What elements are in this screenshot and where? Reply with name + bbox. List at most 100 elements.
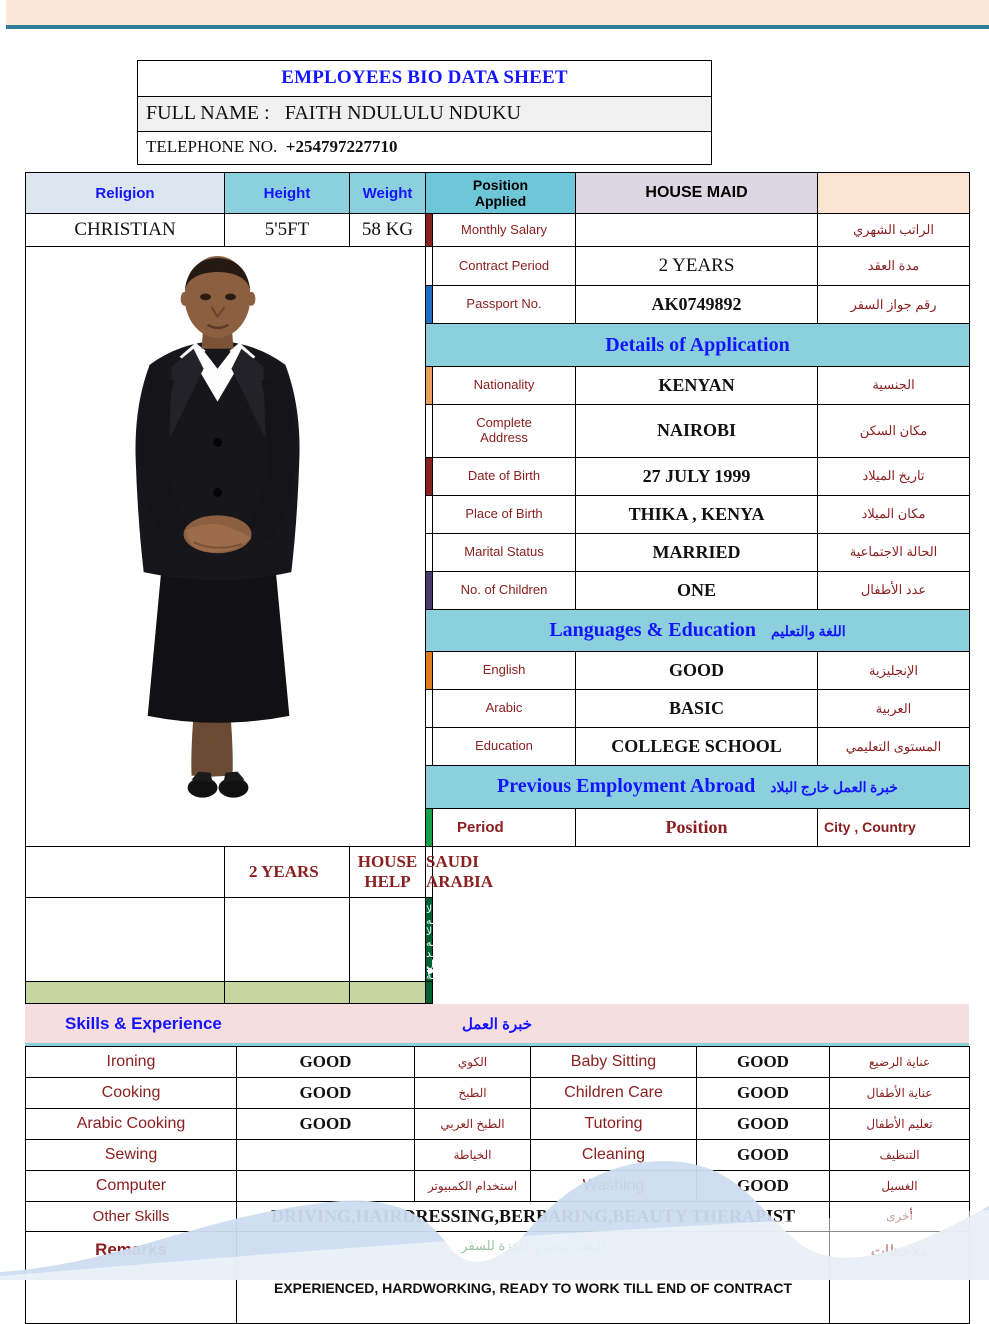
languages-section-title: Languages & Education اللغة والتعليم xyxy=(424,608,971,653)
children-arabic: عدد الأطفال xyxy=(817,570,971,610)
flag-sword-icon xyxy=(427,966,437,975)
skill-left-label-1: Cooking xyxy=(25,1076,237,1109)
bio-data-table: Religion Height Weight Position Applied H… xyxy=(25,171,971,1004)
skill-left-label-3: Sewing xyxy=(25,1138,237,1171)
skill-left-arabic-4: استخدام الكمبيوتر xyxy=(414,1169,531,1202)
skill-right-value-2: GOOD xyxy=(696,1107,830,1140)
monthly-salary-value xyxy=(575,213,819,248)
monthly-salary-label: Monthly Salary xyxy=(431,213,577,248)
weight-header: Weight xyxy=(349,171,426,215)
employment-city-country-1: SAUDI ARABIA xyxy=(425,845,493,898)
skill-right-arabic-1: عناية الأطفال xyxy=(829,1076,970,1109)
skill-left-value-4 xyxy=(236,1169,415,1202)
top-decorative-band xyxy=(6,0,989,29)
telephone-value: +254797227710 xyxy=(285,137,398,156)
employment-city-country-header: City , Country xyxy=(817,807,971,847)
wave-shape-2 xyxy=(0,1210,989,1280)
nationality-label: Nationality xyxy=(431,365,577,405)
employment-row-3-marker xyxy=(25,980,225,1004)
contract-period-row: Contract Period 2 YEARS مدة العقد xyxy=(25,246,971,847)
contract-period-value: 2 YEARS xyxy=(575,246,819,287)
skill-left-value-1: GOOD xyxy=(236,1076,415,1109)
applicant-photo-illustration xyxy=(26,247,425,841)
religion-values-row: CHRISTIAN 5'5FT 58 KG Monthly Salary الر… xyxy=(25,213,971,248)
nationality-arabic: الجنسية xyxy=(817,365,971,405)
employment-row-1-marker xyxy=(25,845,225,898)
top-header-row: Religion Height Weight Position Applied H… xyxy=(25,171,971,215)
position-applied-value: HOUSE MAID xyxy=(575,171,819,215)
marital-status-arabic: الحالة الاجتماعية xyxy=(817,532,971,572)
skills-section-title-ar: خبرة العمل xyxy=(461,1015,533,1033)
height-value: 5'5FT xyxy=(224,213,350,248)
languages-section-row: Languages & Education اللغة والتعليم xyxy=(26,608,971,653)
skill-right-label-2: Tutoring xyxy=(530,1107,697,1140)
employment-row-2-marker xyxy=(25,896,225,982)
height-header: Height xyxy=(224,171,350,215)
skills-section-title-en: Skills & Experience xyxy=(65,1013,222,1033)
position-applied-arabic-cell xyxy=(817,171,971,215)
skills-section-header: Skills & Experience خبرة العمل xyxy=(25,1003,969,1046)
employment-period-3 xyxy=(224,980,350,1004)
position-applied-header: Position Applied xyxy=(424,171,577,215)
passport-label: Passport No. xyxy=(431,285,577,325)
education-row: Education COLLEGE SCHOOL المستوى التعليم… xyxy=(26,727,971,767)
dob-arabic: تاريخ الميلاد xyxy=(817,456,971,496)
nationality-marker xyxy=(425,365,433,405)
employment-section-title-ar: خبرة العمل خارج البلاد xyxy=(770,781,898,797)
skill-right-arabic-0: عناية الرضيع xyxy=(829,1045,970,1078)
skill-left-arabic-1: الطبخ xyxy=(414,1076,531,1109)
skill-left-value-3 xyxy=(236,1138,415,1171)
employment-header-row: Period Position City , Country xyxy=(26,807,971,847)
employment-period-header: Period xyxy=(431,807,577,847)
passport-arabic: رقم جواز السفر xyxy=(817,285,971,325)
marital-status-value: MARRIED xyxy=(575,532,819,572)
page-title: EMPLOYEES BIO DATA SHEET xyxy=(138,61,711,97)
pob-arabic: مكان الميلاد xyxy=(817,494,971,534)
bottom-decorative-wave xyxy=(0,1161,989,1280)
education-marker xyxy=(425,727,433,767)
monthly-salary-marker xyxy=(425,213,433,248)
arabic-value: BASIC xyxy=(575,689,819,729)
bio-data-sheet: Religion Height Weight Position Applied H… xyxy=(25,171,971,1324)
arabic-marker xyxy=(425,689,433,729)
education-value: COLLEGE SCHOOL xyxy=(575,727,819,767)
remarks-english-note: EXPERIENCED, HARDWORKING, READY TO WORK … xyxy=(273,1279,792,1296)
employment-position-3 xyxy=(349,980,426,1004)
dob-marker xyxy=(425,456,433,496)
flag-shahada-text: لا إله إلا الله محمد رسول الله xyxy=(426,902,455,982)
contract-period-marker xyxy=(425,246,433,287)
telephone-row: TELEPHONE NO. +254797227710 xyxy=(138,132,711,164)
skill-right-label-0: Baby Sitting xyxy=(530,1045,697,1078)
skill-right-value-0: GOOD xyxy=(696,1045,830,1078)
applicant-photo xyxy=(25,246,426,847)
dob-label: Date of Birth xyxy=(431,456,577,496)
full-name-value: FAITH NDULULU NDUKU xyxy=(284,102,521,124)
employment-marker xyxy=(425,807,433,847)
flag-saudi-arabia-icon: لا إله إلا الله محمد رسول الله xyxy=(425,896,455,982)
skill-left-label-0: Ironing xyxy=(25,1045,237,1078)
skill-right-label-1: Children Care xyxy=(530,1076,697,1109)
arabic-arabic: العربية xyxy=(817,689,971,729)
skill-right-value-1: GOOD xyxy=(696,1076,830,1109)
address-label: Complete Address xyxy=(431,403,577,458)
passport-value: AK0749892 xyxy=(575,285,819,325)
full-name-row: FULL NAME : FAITH NDULULU NDUKU xyxy=(138,97,711,132)
contract-period-arabic: مدة العقد xyxy=(817,246,971,287)
skills-row: Sewing الخياطة Cleaning GOOD التنظيف xyxy=(25,1138,970,1171)
employment-position-2 xyxy=(349,896,426,982)
address-value: NAIROBI xyxy=(575,403,819,458)
skill-left-value-2: GOOD xyxy=(236,1107,415,1140)
passport-row: Passport No. AK0749892 رقم جواز السفر xyxy=(26,285,971,325)
skill-left-arabic-2: الطبخ العربي xyxy=(414,1107,531,1140)
employment-position-1: HOUSE HELP xyxy=(349,845,426,898)
pob-label: Place of Birth xyxy=(431,494,577,534)
employment-period-1: 2 YEARS xyxy=(224,845,350,898)
languages-section-title-en: Languages & Education xyxy=(549,618,757,641)
employment-row-2: لا إله إلا الله محمد رسول الله xyxy=(25,896,970,982)
skill-right-arabic-2: تعليم الأطفال xyxy=(829,1107,970,1140)
dob-value: 27 JULY 1999 xyxy=(575,456,819,496)
employment-section-row: Previous Employment Abroad خبرة العمل خا… xyxy=(26,765,971,809)
skills-row: Ironing GOOD الكوي Baby Sitting GOOD عنا… xyxy=(25,1045,970,1078)
children-marker xyxy=(425,570,433,610)
marital-status-label: Marital Status xyxy=(431,532,577,572)
